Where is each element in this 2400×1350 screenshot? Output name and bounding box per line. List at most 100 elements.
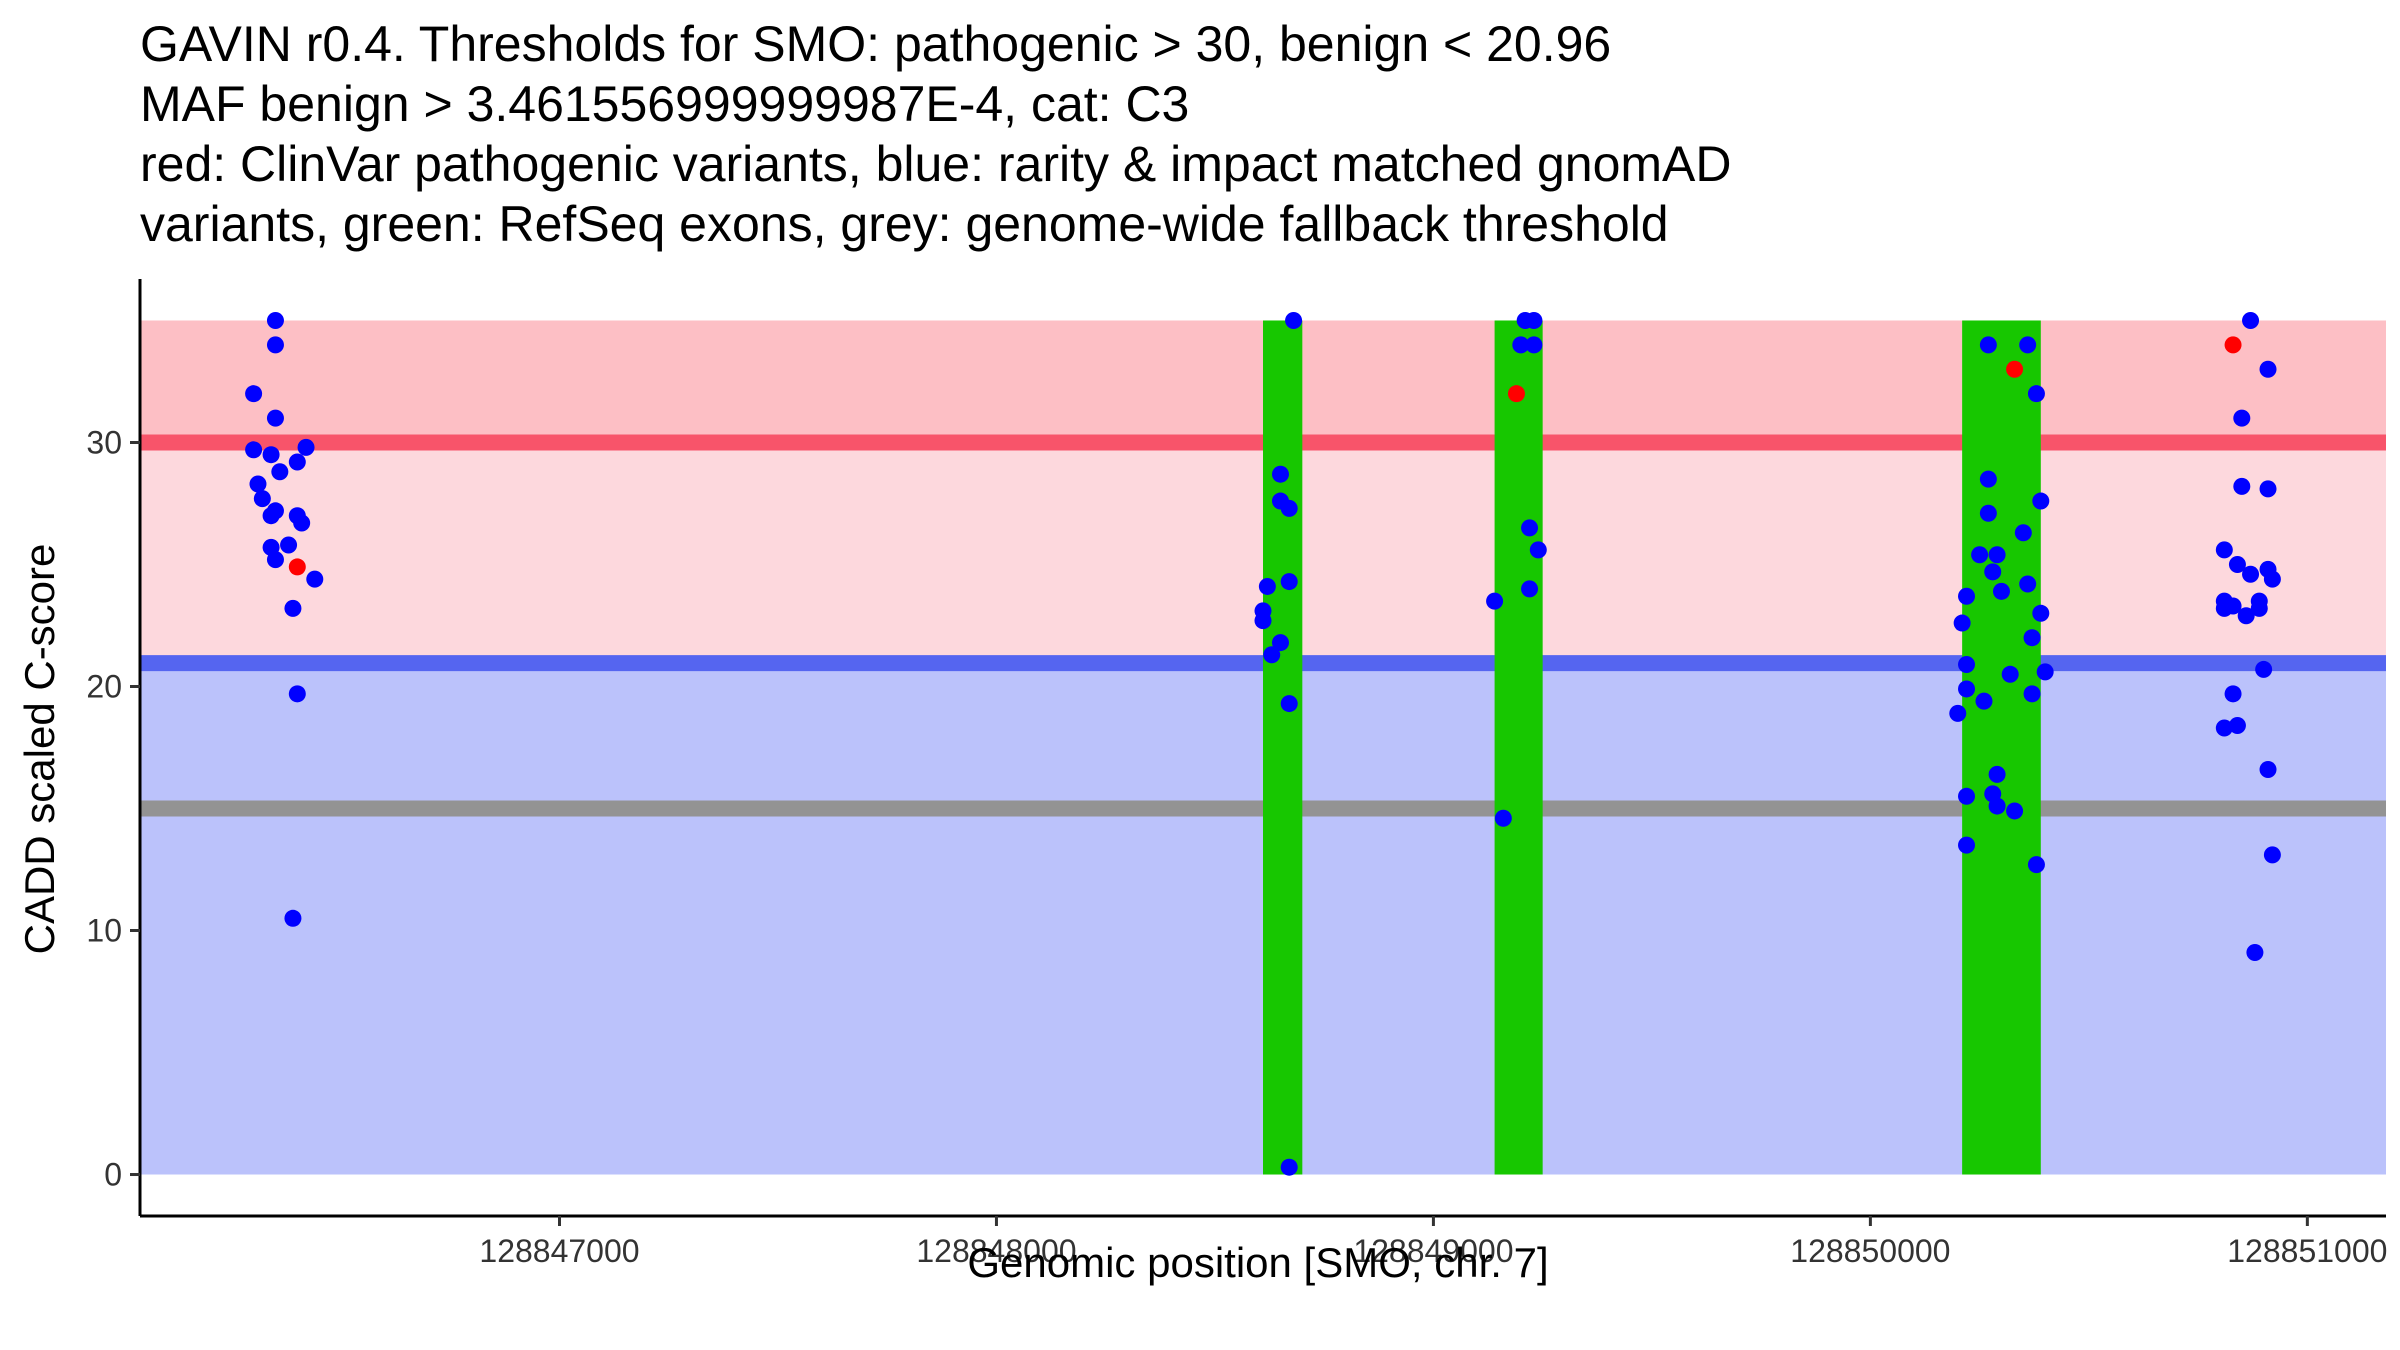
clinvar-point [288,558,306,576]
x-tick-label: 128850000 [1790,1233,1950,1269]
gnomad-point [1521,519,1539,537]
gnomad-point [1258,577,1276,595]
x-tick-label: 128851000 [2227,1233,2387,1269]
gnomad-point [1521,580,1539,598]
gnomad-point [1280,573,1298,591]
gnomad-point [1525,336,1543,354]
gnomad-point [284,909,302,927]
x-tick-label: 128848000 [916,1233,1076,1269]
gnomad-point [2032,492,2050,510]
gnomad-point [1988,765,2006,783]
x-axis-title: Genomic position [SMO, chr. 7] [967,1239,1548,1286]
gnomad-point [2246,943,2264,961]
gnomad-point [2027,385,2045,403]
gnomad-point [2250,599,2268,617]
gnomad-point [1285,311,1303,329]
gnomad-point [2023,685,2041,703]
y-tick-label: 10 [86,913,122,949]
exon-bars [1263,320,2041,1175]
gnomad-point [2233,409,2251,427]
gnomad-point [262,446,280,464]
gnomad-point [245,385,263,403]
data-points [245,311,2281,1176]
gnomad-point [2228,555,2246,573]
gnomad-point [293,514,311,532]
gnomad-point [1486,592,1504,610]
gnomad-point [2019,575,2037,593]
title-line-1: GAVIN r0.4. Thresholds for SMO: pathogen… [140,16,1612,72]
gnomad-point [253,490,271,508]
gnomad-point [288,453,306,471]
gnomad-point [2259,480,2277,498]
gnomad-point [1953,614,1971,632]
exon-bar-1 [1263,320,1303,1175]
gnomad-point [1958,587,1976,605]
gnomad-point [1271,634,1289,652]
gnomad-point [2263,570,2281,588]
gnomad-point [1958,836,1976,854]
gnomad-point [1971,546,1989,564]
gnomad-point [2019,336,2037,354]
gnomad-point [271,463,289,481]
gnomad-point [1979,336,1997,354]
gnomad-point [2023,629,2041,647]
gnomad-point [266,311,284,329]
y-tick-label: 0 [104,1157,122,1193]
gnomad-point [2228,717,2246,735]
gnomad-point [1992,582,2010,600]
gnomad-point [1958,787,1976,805]
exon-bar-2 [1494,320,1543,1175]
title-line-2: MAF benign > 3.461556999999987E-4, cat: … [140,76,1190,132]
exon-bar-3 [1962,320,2041,1175]
gnomad-point [266,409,284,427]
gnomad-point [306,570,324,588]
gnomad-point [2259,760,2277,778]
gnomad-point [2001,665,2019,683]
x-tick-label: 128849000 [1353,1233,1513,1269]
axes: 128847000 128848000 128849000 128850000 1288… [86,279,2387,1269]
gnomad-point [1988,546,2006,564]
title-line-3: red: ClinVar pathogenic variants, blue: … [140,136,1732,192]
gnomad-point [280,536,298,554]
clinvar-point [2006,360,2024,378]
gnomad-point [1984,563,2002,581]
gnomad-point [2032,604,2050,622]
gnomad-point [1988,797,2006,815]
gnomad-point [266,336,284,354]
gnomad-point [297,438,315,456]
gnomad-point [2237,607,2255,625]
gnomad-point [2215,599,2233,617]
gnomad-point [2242,565,2260,583]
y-axis-title: CADD scaled C-score [16,544,63,955]
gnomad-point [1512,336,1530,354]
gnomad-point [1263,646,1281,664]
gnomad-point [1958,656,1976,674]
gnomad-point [1949,704,1967,722]
gnomad-point [2224,685,2242,703]
gnomad-point [1280,695,1298,713]
gnomad-point [2215,719,2233,737]
gnomad-point [2263,846,2281,864]
gnomad-point [2233,477,2251,495]
gnomad-point [1979,470,1997,488]
gnomad-point [262,507,280,525]
gnomad-point [249,475,267,493]
gnomad-point [1529,541,1547,559]
gnomad-point [2027,856,2045,874]
gnomad-point [1280,1158,1298,1176]
gnomad-point [1280,499,1298,517]
gnomad-point [2006,802,2024,820]
gnomad-point [1958,680,1976,698]
gnomad-point [2242,311,2260,329]
y-tick-label: 30 [86,424,122,460]
gnomad-point [2014,524,2032,542]
chart-title: GAVIN r0.4. Thresholds for SMO: pathogen… [140,14,2380,254]
gnomad-point [2259,360,2277,378]
clinvar-point [2224,336,2242,354]
gnomad-point [1979,504,1997,522]
gnomad-point [1254,612,1272,630]
y-tick-label: 20 [86,668,122,704]
gnomad-point [2036,663,2054,681]
title-line-4: variants, green: RefSeq exons, grey: gen… [140,196,1669,252]
